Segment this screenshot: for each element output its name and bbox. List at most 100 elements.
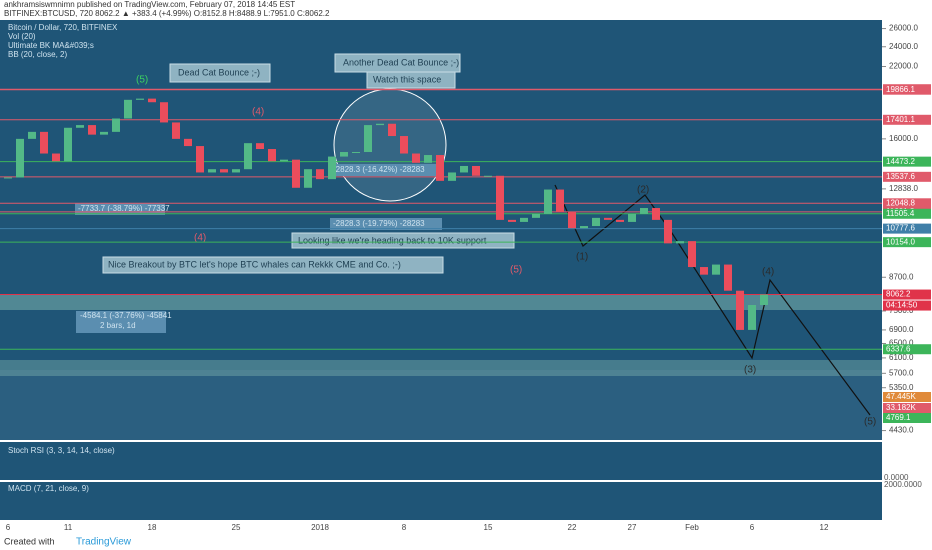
candle [760, 294, 768, 305]
candle [40, 131, 48, 154]
price-axis [882, 20, 932, 520]
candle [592, 217, 600, 227]
stoch-panel [0, 442, 882, 480]
candle [448, 172, 456, 181]
candle [268, 149, 276, 162]
candle [736, 290, 744, 330]
candle [316, 169, 324, 180]
candle [304, 169, 312, 188]
volume-label: 4769.1 [886, 413, 911, 422]
x-tick-label: 22 [568, 523, 577, 532]
macd-value: -963.3260 [884, 508, 921, 517]
candle [136, 98, 144, 100]
candle [244, 143, 252, 170]
highlight-circle [333, 88, 447, 202]
price-badge [883, 344, 931, 355]
y-tick-label: 6100.0 [889, 353, 914, 362]
candle [616, 219, 624, 222]
candle [172, 122, 180, 139]
x-tick-label: 15 [484, 523, 493, 532]
candle [532, 213, 540, 218]
price-badge [883, 198, 931, 209]
candle [400, 136, 408, 154]
candle [100, 131, 108, 135]
x-tick-label: 18 [148, 523, 157, 532]
x-tick-label: 25 [232, 523, 241, 532]
candle [376, 123, 384, 126]
wave-label: (1) [576, 252, 588, 263]
note: Watch this space [373, 74, 441, 84]
measure: -2828.3 (-16.42%) -28283 [333, 165, 425, 174]
candle [76, 125, 84, 128]
footer: Created with [4, 536, 55, 546]
price-badge-label: 11505.4 [886, 209, 915, 218]
x-tick-label: 6 [750, 523, 755, 532]
wave-label: (4) [194, 233, 206, 244]
candle [460, 165, 468, 173]
wave-label: (4) [252, 107, 264, 118]
y-tick-label: 6900.0 [889, 325, 914, 334]
y-tick-label: 16000.0 [889, 134, 918, 143]
candle [256, 143, 264, 150]
note-box [291, 232, 515, 249]
candle [676, 241, 684, 244]
candle [568, 211, 576, 229]
candle [436, 155, 444, 181]
note: Another Dead Cat Bounce ;-) [343, 57, 459, 67]
candle [556, 189, 564, 212]
candle [232, 169, 240, 173]
x-tick-label: 8 [402, 523, 407, 532]
y-tick-label: 5700.0 [889, 368, 914, 377]
y-tick-label: 4430.0 [889, 426, 914, 435]
candle [124, 99, 132, 119]
candle [604, 217, 612, 220]
candle [208, 169, 216, 173]
candle [220, 169, 228, 173]
x-tick-label: 2018 [311, 523, 329, 532]
y-tick-label: 5350.0 [889, 383, 914, 392]
candle [196, 146, 204, 173]
timer: 04:14:50 [886, 301, 918, 310]
price-badge [883, 208, 931, 219]
candle [508, 219, 516, 222]
volume-badge [883, 392, 931, 402]
candle [4, 177, 12, 179]
candle [340, 152, 348, 157]
candle [724, 264, 732, 291]
note-box [169, 63, 271, 83]
price-badge-label: 10154.0 [886, 237, 915, 246]
wave-label: (3) [744, 365, 756, 376]
note-box [102, 256, 444, 274]
volume-panel [0, 370, 882, 440]
stoch-label: Stoch RSI (3, 3, 14, 14, close) [8, 446, 115, 455]
price-badge-label: 12048.8 [886, 198, 915, 207]
candle [544, 189, 552, 214]
y-tick-label: 26000.0 [889, 24, 918, 33]
macd-value: 97.2439 [884, 498, 913, 507]
candle [280, 159, 288, 162]
y-tick-label: 12838.0 [889, 184, 918, 193]
legend: Bitcoin / Dollar, 720, BITFINEX [8, 23, 118, 32]
note: Nice Breakout by BTC let's hope BTC whal… [108, 259, 401, 269]
timer-badge [883, 300, 931, 311]
candle [424, 155, 432, 163]
candle [472, 165, 480, 176]
candle [628, 213, 636, 222]
note: Looking like we're heading back to 10K s… [298, 235, 487, 245]
footer-brand[interactable]: TradingView [76, 537, 132, 548]
candle [328, 156, 336, 180]
volume-badge [883, 413, 931, 423]
candle [748, 304, 756, 330]
price-badge [883, 171, 931, 182]
symbol-line: BITFINEX:BTCUSD, 720 8062.2 ▲ +383.4 (+4… [4, 9, 330, 18]
macd-panel [0, 482, 882, 520]
macd-tick: 0.0000 [884, 473, 909, 482]
macd-label: MACD (7, 21, close, 9) [8, 484, 89, 493]
candle [160, 102, 168, 123]
wave-label: (4) [762, 267, 774, 278]
price-badge [883, 84, 931, 95]
legend: Vol (20) [8, 32, 36, 41]
candle [580, 226, 588, 229]
candle [292, 159, 300, 188]
measure-box [330, 164, 442, 176]
